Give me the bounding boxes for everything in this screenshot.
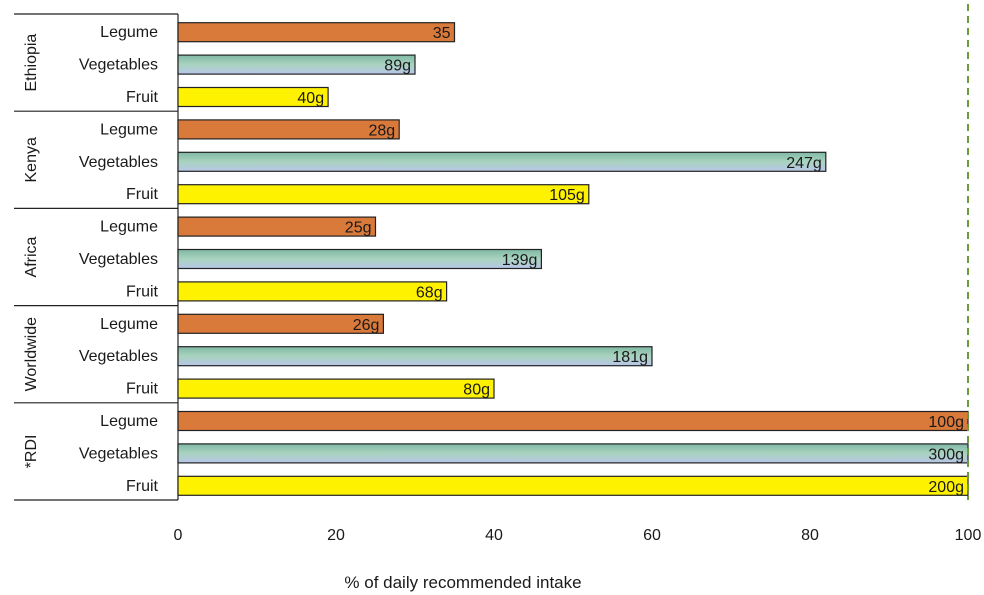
x-tick-label: 20	[327, 527, 345, 544]
data-label: 28g	[368, 122, 395, 139]
group-label: *RDI	[23, 435, 40, 469]
category-label: Fruit	[126, 381, 159, 398]
x-axis-title: % of daily recommended intake	[344, 573, 581, 592]
category-label: Legume	[100, 219, 158, 236]
data-label: 80g	[463, 382, 490, 399]
data-label: 300g	[928, 446, 964, 463]
bar	[177, 86, 329, 108]
category-label: Fruit	[126, 283, 159, 300]
bar	[177, 443, 969, 464]
x-tick-label: 0	[174, 527, 183, 544]
data-label: 139g	[502, 252, 538, 269]
category-label: Legume	[100, 413, 158, 430]
category-label: Legume	[100, 24, 158, 41]
category-label: Legume	[100, 316, 158, 333]
data-label: 105g	[549, 187, 585, 204]
bar	[177, 216, 377, 237]
bar	[177, 248, 542, 270]
data-label: 89g	[384, 58, 411, 75]
data-label: 181g	[612, 349, 648, 366]
bar	[177, 54, 416, 75]
x-tick-label: 100	[955, 527, 982, 544]
data-label: 100g	[928, 414, 964, 431]
data-label: 247g	[786, 155, 822, 172]
bar	[177, 184, 590, 205]
category-label: Vegetables	[79, 57, 158, 74]
bar	[177, 475, 969, 496]
category-label: Vegetables	[79, 445, 158, 462]
bar	[177, 281, 448, 302]
category-label: Fruit	[126, 186, 159, 203]
bar	[177, 410, 969, 432]
category-label: Vegetables	[79, 348, 158, 365]
category-label: Legume	[100, 121, 158, 138]
group-label: Ethiopia	[23, 34, 40, 92]
category-label: Vegetables	[79, 251, 158, 268]
bar	[177, 151, 827, 172]
group-label: Worldwide	[23, 317, 40, 392]
data-label: 35	[433, 25, 451, 42]
data-label: 200g	[928, 479, 964, 496]
plot-area: Ethiopia Legume 35 Vegetables 89g Fruit 40g Ken…	[14, 4, 981, 544]
group-label: Africa	[23, 236, 40, 277]
bar	[177, 346, 653, 367]
category-label: Fruit	[126, 89, 159, 106]
data-label: 68g	[416, 284, 443, 301]
x-tick-label: 40	[485, 527, 503, 544]
x-tick-label: 60	[643, 527, 661, 544]
data-label: 26g	[353, 317, 380, 334]
bar	[177, 378, 495, 399]
data-label: 40g	[297, 90, 324, 107]
category-label: Vegetables	[79, 154, 158, 171]
x-tick-label: 80	[801, 527, 819, 544]
group-label: Kenya	[23, 137, 40, 182]
category-label: Fruit	[126, 478, 159, 495]
bar	[177, 22, 456, 43]
bar	[177, 313, 384, 334]
bar	[177, 119, 400, 140]
data-label: 25g	[345, 220, 372, 237]
